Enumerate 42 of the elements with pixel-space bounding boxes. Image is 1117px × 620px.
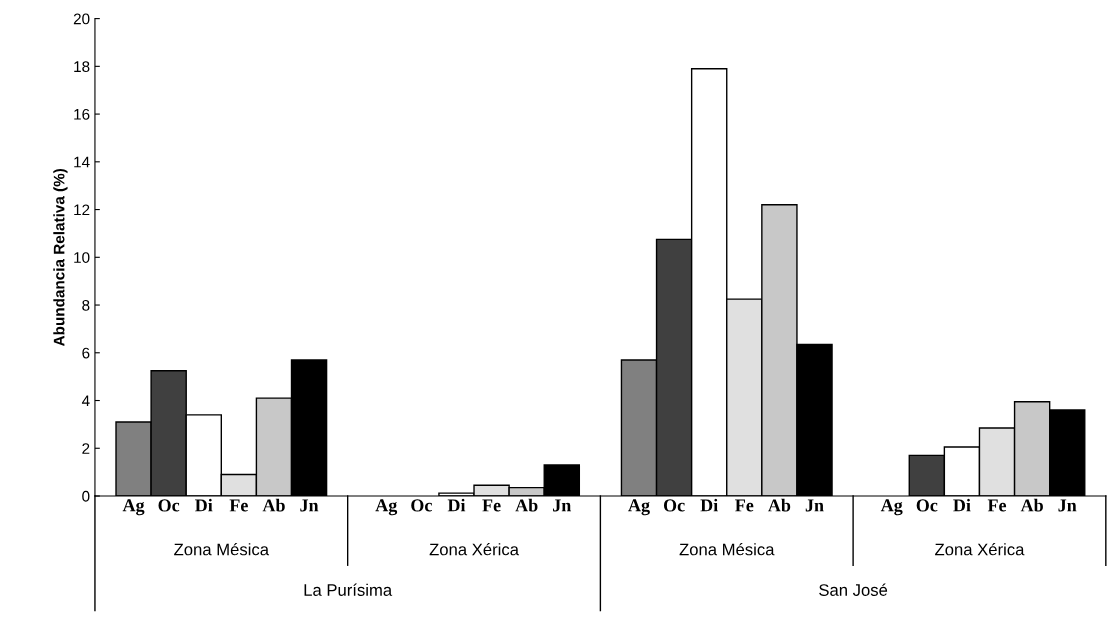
- x-tick-label: Jn: [805, 499, 824, 512]
- x-tick-label: Jn: [300, 499, 319, 512]
- x-tick-label: Di: [700, 498, 718, 512]
- x-tick-label: Fe: [229, 499, 248, 512]
- text: Zona Xérica: [935, 542, 1025, 556]
- y-axis-title: Abundancia Relativa (%): [53, 168, 68, 347]
- x-tick-label: Ab: [515, 498, 538, 512]
- x-tick-label: Di: [195, 498, 213, 512]
- x-tick-label: Fe: [987, 499, 1007, 512]
- y-tick-label: 8: [82, 299, 90, 311]
- y-tick-label: 18: [74, 61, 90, 73]
- x-tick-label: Di: [447, 498, 466, 512]
- x-tick-label: Fe: [735, 499, 754, 512]
- x-tick-label: Ag: [628, 499, 650, 516]
- x-tick-label: Oc: [663, 499, 685, 512]
- y-tick-label: 10: [74, 252, 90, 263]
- text: San José: [819, 583, 888, 596]
- x-tick-label: Ag: [375, 499, 398, 516]
- x-tick-label: Di: [953, 498, 971, 512]
- x-tick-label: Oc: [916, 499, 938, 512]
- text: La Purísima: [304, 583, 393, 596]
- text: Zona Mésica: [679, 542, 775, 556]
- x-tick-label: Ab: [768, 498, 791, 512]
- x-tick-label: Ab: [1020, 498, 1043, 512]
- y-tick-label: 0: [82, 490, 90, 502]
- x-tick-label: Oc: [158, 499, 180, 512]
- text: Zona Mésica: [174, 542, 270, 556]
- x-tick-label: Fe: [482, 499, 501, 512]
- y-tick-label: 6: [82, 347, 90, 359]
- x-tick-label: Ab: [262, 498, 285, 512]
- x-tick-label: Ag: [122, 499, 145, 516]
- x-tick-label: Jn: [1058, 499, 1077, 512]
- y-tick-label: 14: [74, 156, 90, 168]
- y-tick-label: 12: [74, 204, 90, 216]
- y-tick-label: 16: [74, 108, 90, 120]
- x-tick-label: Ag: [880, 499, 903, 516]
- y-tick-label: 20: [73, 13, 90, 25]
- text: Zona Xérica: [429, 542, 519, 556]
- y-tick-label: 2: [82, 443, 90, 454]
- x-tick-label: Oc: [411, 499, 432, 512]
- y-tick-label: 4: [81, 395, 90, 407]
- x-tick-label: Jn: [553, 499, 572, 512]
